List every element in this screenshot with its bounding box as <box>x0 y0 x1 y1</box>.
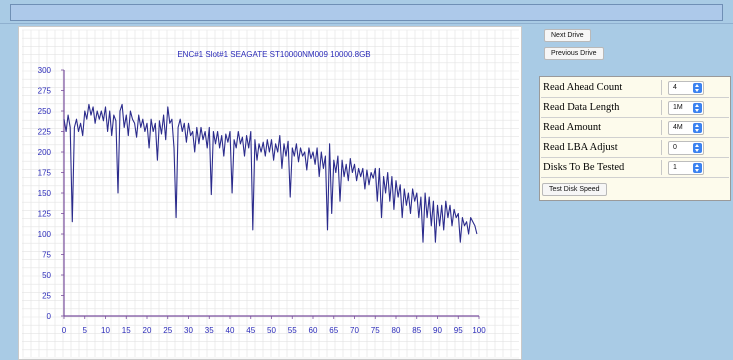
setting-row-read-data-length: Read Data Length 1M <box>541 98 729 118</box>
disk-speed-chart: 0 25 50 75 100 125 150 175 200 225 250 275 300 0 5 10 1… <box>22 29 519 359</box>
read-data-length-select[interactable]: 1M <box>668 101 704 115</box>
x-tick-label: 65 <box>329 326 338 335</box>
y-tick-label: 275 <box>38 87 52 96</box>
select-arrows-icon <box>693 123 702 133</box>
select-value: 1M <box>673 104 683 111</box>
setting-row-read-amount: Read Amount 4M <box>541 118 729 138</box>
x-tick-label: 85 <box>412 326 421 335</box>
x-tick-label: 100 <box>472 326 486 335</box>
y-tick-label: 50 <box>42 271 51 280</box>
y-tick-label: 25 <box>42 292 51 301</box>
y-tick-label: 0 <box>47 312 52 321</box>
select-arrows-icon <box>693 163 702 173</box>
x-tick-label: 5 <box>83 326 88 335</box>
chart-title: ENC#1 Slot#1 SEAGATE ST10000NM009 10000.… <box>177 50 370 59</box>
x-tick-label: 15 <box>122 326 131 335</box>
x-tick-label: 10 <box>101 326 110 335</box>
setting-label: Read Amount <box>543 120 662 135</box>
x-tick-label: 30 <box>184 326 193 335</box>
x-tick-label: 95 <box>454 326 463 335</box>
x-tick-label: 25 <box>163 326 172 335</box>
x-tick-label: 75 <box>371 326 380 335</box>
x-tick-label: 60 <box>309 326 318 335</box>
toolbar-divider <box>0 23 733 24</box>
x-tick-label: 55 <box>288 326 297 335</box>
x-tick-label: 90 <box>433 326 442 335</box>
read-amount-select[interactable]: 4M <box>668 121 704 135</box>
chart-series <box>63 103 478 243</box>
y-tick-label: 250 <box>38 107 52 116</box>
select-value: 4 <box>673 84 677 91</box>
setting-row-read-ahead-count: Read Ahead Count 4 <box>541 78 729 98</box>
read-ahead-count-select[interactable]: 4 <box>668 81 704 95</box>
setting-label: Disks To Be Tested <box>543 160 662 175</box>
test-disk-speed-button[interactable]: Test Disk Speed <box>542 183 607 196</box>
select-value: 0 <box>673 144 677 151</box>
x-tick-label: 40 <box>226 326 235 335</box>
y-tick-label: 300 <box>38 66 52 75</box>
x-tick-labels: 0 5 10 15 20 25 30 35 40 45 50 55 60 65 70 75 80 85 90 95 10… <box>62 316 486 335</box>
y-tick-label: 150 <box>38 189 52 198</box>
y-tick-label: 175 <box>38 169 52 178</box>
read-lba-adjust-select[interactable]: 0 <box>668 141 704 155</box>
setting-label: Read Data Length <box>543 100 662 115</box>
previous-drive-button[interactable]: Previous Drive <box>544 47 604 60</box>
select-value: 1 <box>673 164 677 171</box>
x-tick-label: 35 <box>205 326 214 335</box>
y-tick-label: 225 <box>38 128 52 137</box>
x-tick-label: 80 <box>392 326 401 335</box>
setting-row-disks-to-be-tested: Disks To Be Tested 1 <box>541 158 729 178</box>
setting-label: Read Ahead Count <box>543 80 662 95</box>
x-tick-label: 0 <box>62 326 67 335</box>
top-toolbar <box>10 4 723 21</box>
series-line <box>63 103 478 243</box>
x-tick-label: 45 <box>246 326 255 335</box>
y-tick-label: 75 <box>42 251 51 260</box>
settings-table: Read Ahead Count 4 Read Data Length 1M R… <box>539 76 731 201</box>
chart-grid <box>22 29 519 359</box>
chart-panel: 0 25 50 75 100 125 150 175 200 225 250 275 300 0 5 10 1… <box>18 26 522 360</box>
setting-row-read-lba-adjust: Read LBA Adjust 0 <box>541 138 729 158</box>
setting-label: Read LBA Adjust <box>543 140 662 155</box>
y-tick-labels: 0 25 50 75 100 125 150 175 200 225 250 275 300 <box>38 66 64 321</box>
select-arrows-icon <box>693 83 702 93</box>
select-arrows-icon <box>693 143 702 153</box>
disks-to-be-tested-select[interactable]: 1 <box>668 161 704 175</box>
select-value: 4M <box>673 124 683 131</box>
x-tick-label: 20 <box>143 326 152 335</box>
y-tick-label: 125 <box>38 210 52 219</box>
x-tick-label: 70 <box>350 326 359 335</box>
y-tick-label: 200 <box>38 148 52 157</box>
x-tick-label: 50 <box>267 326 276 335</box>
next-drive-button[interactable]: Next Drive <box>544 29 591 42</box>
y-tick-label: 100 <box>38 230 52 239</box>
select-arrows-icon <box>693 103 702 113</box>
